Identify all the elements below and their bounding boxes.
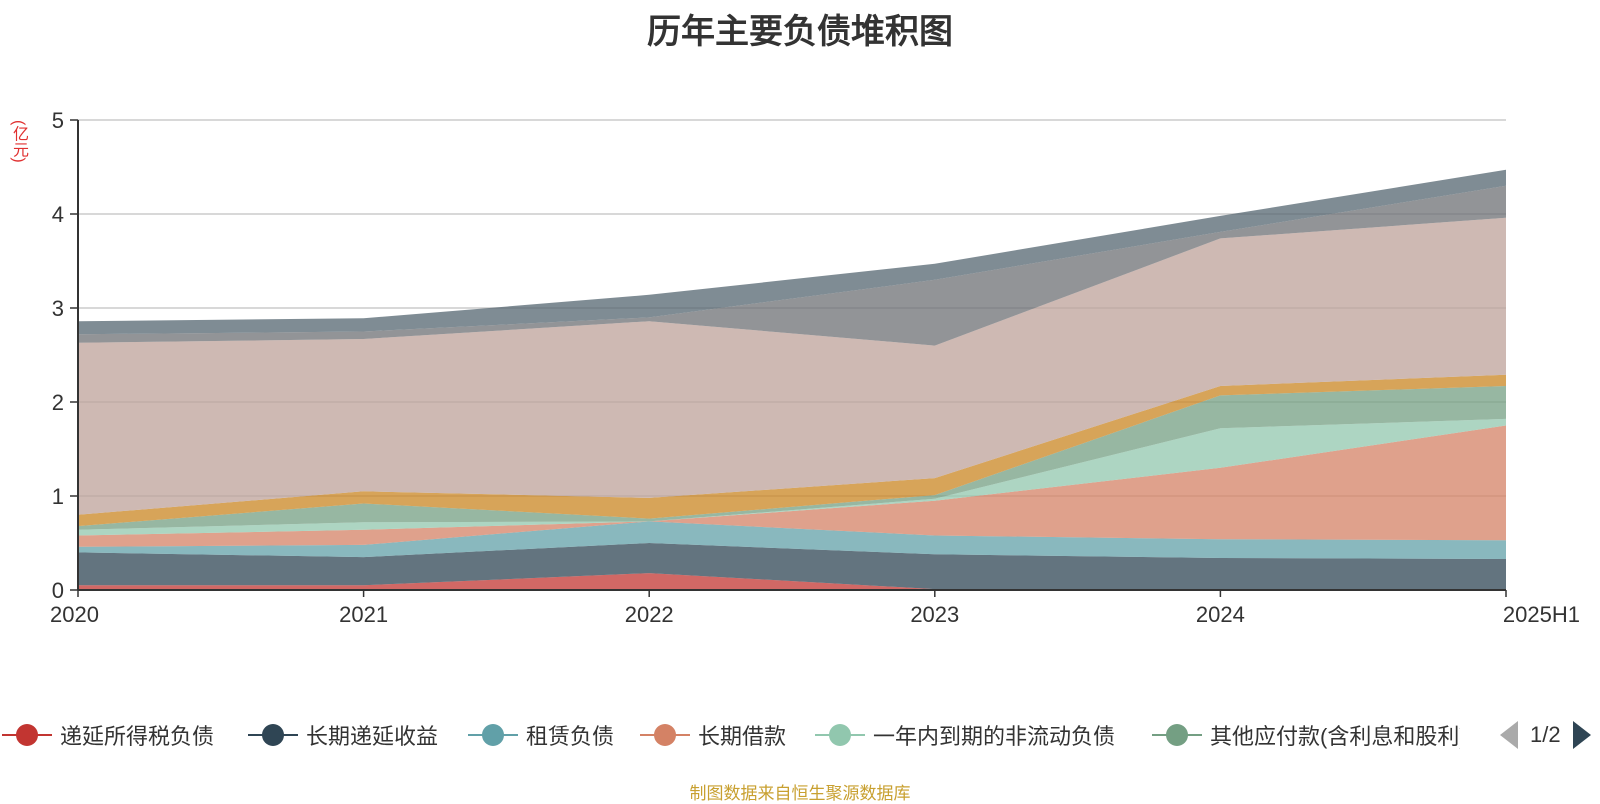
- x-tick-label: 2024: [1196, 602, 1245, 627]
- plot-area: 0 1 2 3 4 5 2020 2021 2022 2023 2024 2025H1: [50, 108, 1580, 627]
- x-tick-label: 2023: [910, 602, 959, 627]
- legend-item[interactable]: 长期递延收益: [248, 715, 438, 755]
- y-tick-label: 4: [52, 202, 64, 227]
- x-tick-label: 2020: [50, 602, 99, 627]
- area-series-5[interactable]: [78, 386, 1506, 530]
- legend-pager: 1/2: [1500, 715, 1591, 755]
- legend-label: 租赁负债: [526, 724, 615, 749]
- area-series-2[interactable]: [78, 521, 1506, 559]
- legend-marker-icon: [1152, 721, 1202, 749]
- legend-label: 递延所得税负债: [60, 724, 215, 749]
- y-axis-unit: (亿元): [10, 120, 27, 163]
- legend-label: 长期递延收益: [306, 724, 439, 749]
- area-series-6[interactable]: [78, 374, 1506, 527]
- x-tick-label: 2022: [625, 602, 674, 627]
- legend-item[interactable]: 递延所得税负债: [2, 715, 214, 755]
- area-series-8[interactable]: [78, 185, 1506, 346]
- legend-prev-icon[interactable]: [1500, 721, 1518, 749]
- y-tick-label: 0: [52, 578, 64, 603]
- x-tick-label: 2021: [339, 602, 388, 627]
- y-tick-label: 2: [52, 390, 64, 415]
- legend-item[interactable]: 一年内到期的非流动负债: [815, 715, 1115, 755]
- legend-item[interactable]: 其他应付款(含利息和股利): [1152, 715, 1460, 755]
- x-tick-label: 2025H1: [1503, 602, 1580, 627]
- legend-item[interactable]: 长期借款: [640, 715, 786, 755]
- stacked-areas: [78, 169, 1506, 590]
- chart-title: 历年主要负债堆积图: [647, 13, 953, 51]
- area-series-7[interactable]: [78, 217, 1506, 515]
- legend: 递延所得税负债 长期递延收益 租赁负债 长期借款 一年内到期的非流动负债 其他应付款(含利…: [0, 715, 1600, 755]
- area-series-3[interactable]: [78, 425, 1506, 547]
- data-source-note: 制图数据来自恒生聚源数据库: [689, 784, 911, 803]
- legend-marker-icon: [468, 721, 518, 749]
- area-series-0[interactable]: [78, 573, 1506, 590]
- legend-label: 其他应付款(含利息和股利): [1210, 724, 1460, 749]
- legend-marker-icon: [815, 721, 865, 749]
- legend-marker-icon: [640, 721, 690, 749]
- axes: 0 1 2 3 4 5 2020 2021 2022 2023 2024 2025H1: [50, 108, 1580, 627]
- legend-item[interactable]: 租赁负债: [468, 715, 614, 755]
- y-tick-label: 1: [52, 484, 64, 509]
- legend-label: 长期借款: [698, 724, 787, 749]
- legend-marker-icon: [248, 721, 298, 749]
- area-series-4[interactable]: [78, 418, 1506, 536]
- legend-label: 一年内到期的非流动负债: [873, 724, 1116, 749]
- legend-marker-icon: [2, 721, 52, 749]
- y-tick-label: 5: [52, 108, 64, 133]
- area-series-1[interactable]: [78, 543, 1506, 590]
- legend-page-indicator: 1/2: [1530, 722, 1561, 747]
- y-tick-label: 3: [52, 296, 64, 321]
- legend-next-icon[interactable]: [1572, 721, 1591, 749]
